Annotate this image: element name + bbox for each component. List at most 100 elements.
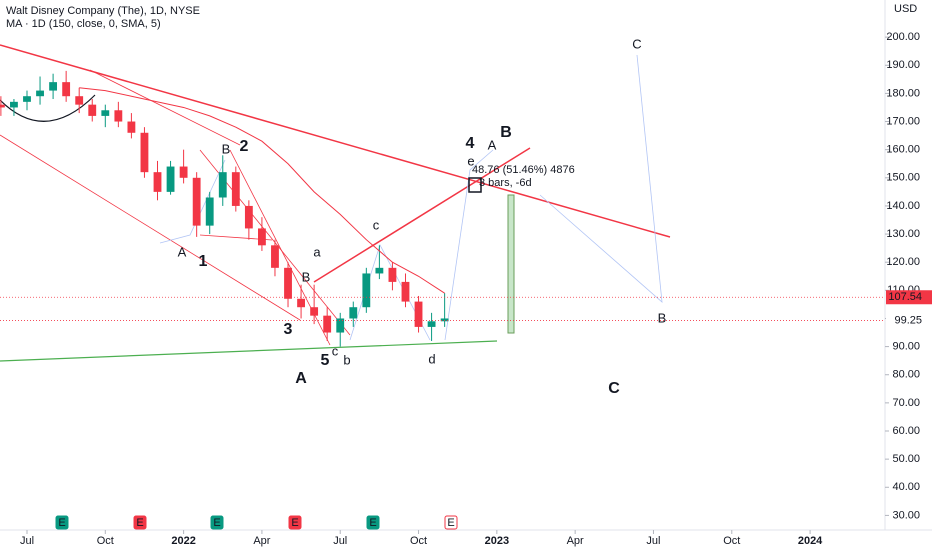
candle-body xyxy=(323,315,332,333)
wave-label: B xyxy=(302,269,311,284)
wave-label: B xyxy=(658,310,667,325)
candle-body xyxy=(218,172,227,198)
y-tick-label: 30.00 xyxy=(892,509,920,521)
x-tick-label: 2024 xyxy=(798,535,823,547)
channel-line xyxy=(89,69,241,146)
y-tick-label: 40.00 xyxy=(892,481,920,493)
wave-line xyxy=(159,159,226,244)
earnings-label: E xyxy=(291,517,298,529)
candle-body xyxy=(153,172,162,192)
earnings-label: E xyxy=(136,517,143,529)
wave-label: 48.76 (51.46%) 4876 xyxy=(472,164,575,176)
earnings-marker xyxy=(444,515,458,530)
candle-body xyxy=(362,273,371,308)
wave-label: b xyxy=(343,352,350,367)
x-tick-label: Jul xyxy=(20,535,34,547)
indicator-legend: MA · 1D (150, close, 0, SMA, 5) xyxy=(6,18,161,30)
candle-body xyxy=(297,298,305,308)
trend-line xyxy=(313,147,531,283)
candle-body xyxy=(349,307,358,319)
wave-label: C xyxy=(632,36,641,51)
measure-box xyxy=(468,177,482,193)
x-tick-label: 2022 xyxy=(171,535,195,547)
ma-line xyxy=(79,87,445,294)
wave-label: A xyxy=(488,137,497,152)
channel-line xyxy=(0,134,301,321)
wave-line xyxy=(349,149,494,341)
earnings-label: E xyxy=(369,517,376,529)
earnings-marker xyxy=(210,515,224,530)
y-tick-label: 90.00 xyxy=(892,341,920,353)
y-tick-label: 180.00 xyxy=(886,87,920,99)
wave-label: 4 xyxy=(466,135,475,152)
wave-label: c xyxy=(332,343,339,358)
price-label-box xyxy=(886,313,932,328)
earnings-label: E xyxy=(58,517,65,529)
wave-line xyxy=(539,54,663,303)
y-tick-label: 80.00 xyxy=(892,369,920,381)
x-tick-label: Jul xyxy=(646,535,660,547)
wave-label: 3 bars, -6d xyxy=(479,177,532,189)
candle-body xyxy=(114,110,123,122)
candle-body xyxy=(310,307,319,316)
y-tick-label: 120.00 xyxy=(886,256,920,268)
candle-body xyxy=(23,96,31,102)
chart-title: Walt Disney Company (The), 1D, NYSE xyxy=(6,5,200,17)
y-tick-label: 140.00 xyxy=(886,200,920,212)
x-tick-label: Jul xyxy=(333,535,347,547)
candle-body xyxy=(36,90,44,97)
candle-body xyxy=(388,267,397,282)
candle-body xyxy=(284,267,292,299)
y-tick-label: 150.00 xyxy=(886,172,920,184)
earnings-marker xyxy=(366,515,380,530)
candle-body xyxy=(10,101,18,108)
candle-body xyxy=(140,132,149,173)
x-tick-label: 2023 xyxy=(485,535,509,547)
x-tick-label: Apr xyxy=(253,535,270,547)
price-label-box xyxy=(886,290,932,305)
y-tick-label: 160.00 xyxy=(886,144,920,156)
earnings-marker xyxy=(55,515,69,530)
candle-body xyxy=(258,228,266,246)
candle-body xyxy=(244,205,253,229)
wave-label: A xyxy=(178,244,187,259)
wave-label: 1 xyxy=(199,253,208,270)
y-tick-label: 200.00 xyxy=(886,31,920,43)
measure-bar xyxy=(507,194,515,334)
wave-label: e xyxy=(467,153,474,168)
candle-body xyxy=(166,166,175,192)
earnings-marker xyxy=(288,515,302,530)
candle-body xyxy=(440,318,449,322)
candle-body xyxy=(101,110,110,116)
wave-label: c xyxy=(373,217,380,232)
wave-label: B xyxy=(500,124,512,141)
candle-body xyxy=(49,82,58,91)
candle-body xyxy=(179,166,188,178)
candle-body xyxy=(414,301,423,327)
y-tick-label: 190.00 xyxy=(886,59,920,71)
earnings-marker xyxy=(133,515,147,530)
wave-label: B xyxy=(222,141,231,156)
support-line xyxy=(0,340,498,362)
earnings-label: E xyxy=(213,517,220,529)
wave-label: C xyxy=(608,380,620,397)
candle-body xyxy=(336,318,345,333)
candle-body xyxy=(231,172,240,206)
x-tick-label: Oct xyxy=(97,535,114,547)
x-tick-label: Oct xyxy=(410,535,427,547)
wave-label: 2 xyxy=(240,138,249,155)
candle-body xyxy=(401,281,410,302)
y-tick-label: 170.00 xyxy=(886,115,920,127)
candle-body xyxy=(88,104,97,116)
candle-body xyxy=(427,321,436,327)
candle-body xyxy=(271,245,279,268)
x-tick-label: Oct xyxy=(723,535,740,547)
wave-label: d xyxy=(428,351,435,366)
candle-body xyxy=(75,96,84,105)
candle-body xyxy=(0,104,5,108)
candle-body xyxy=(127,121,136,133)
candle-body xyxy=(205,197,214,226)
y-tick-label: 60.00 xyxy=(892,425,920,437)
price-label: 99.25 xyxy=(894,314,922,326)
